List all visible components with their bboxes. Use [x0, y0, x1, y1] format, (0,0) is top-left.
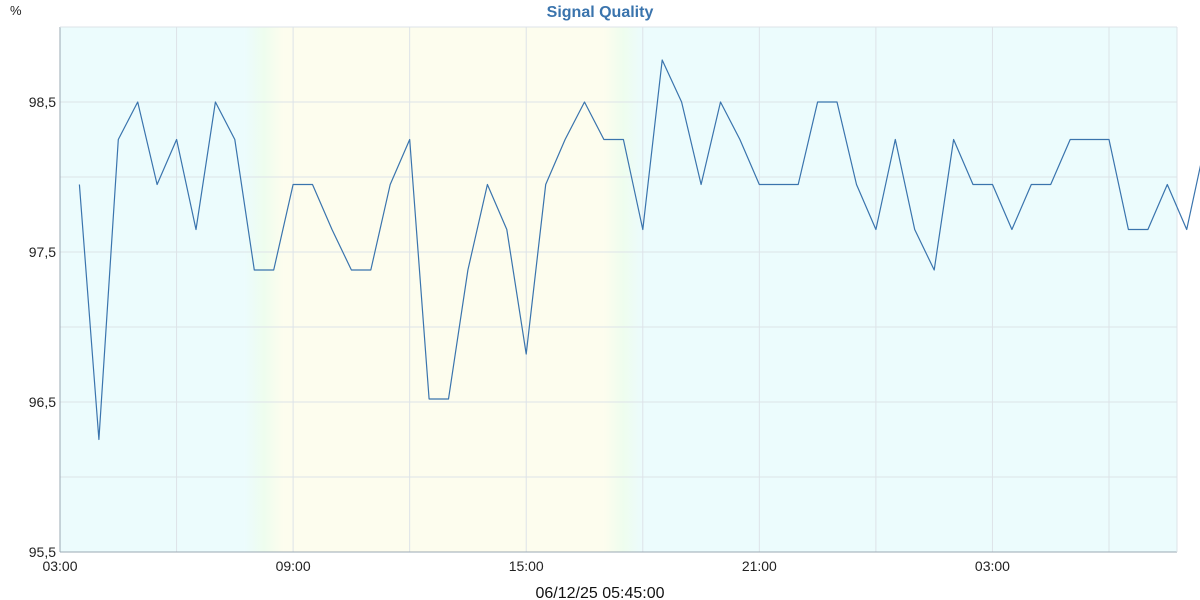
y-tick-label: 95,5 — [29, 544, 56, 560]
x-tick-label: 15:00 — [509, 558, 544, 574]
tick-labels: 03:00 09:00 15:00 21:00 03:0095,596,597,598,… — [29, 94, 1010, 574]
band-transition — [244, 27, 284, 552]
band-night — [642, 27, 1177, 552]
series-line — [78, 59, 1200, 441]
x-tick-label: 03:00 — [975, 558, 1010, 574]
y-axis-unit: % — [10, 3, 22, 18]
band-transition — [603, 27, 643, 552]
timestamp-footer: 06/12/25 05:45:00 — [535, 585, 664, 600]
y-tick-label: 98,5 — [29, 94, 56, 110]
x-tick-label: 09:00 — [276, 558, 311, 574]
band-day — [283, 27, 604, 552]
x-tick-label: 21:00 — [742, 558, 777, 574]
y-tick-label: 96,5 — [29, 394, 56, 410]
chart-title: Signal Quality — [547, 4, 654, 21]
time-bands — [60, 27, 1177, 552]
y-tick-label: 97,5 — [29, 244, 56, 260]
data-series — [78, 59, 1200, 441]
axes — [59, 26, 1178, 553]
x-tick-label: 03:00 — [42, 558, 77, 574]
